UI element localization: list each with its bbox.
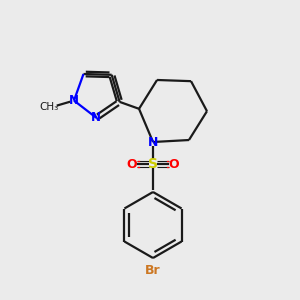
Text: O: O — [169, 158, 179, 170]
Text: S: S — [148, 157, 158, 171]
Text: O: O — [127, 158, 137, 170]
Text: Br: Br — [145, 263, 161, 277]
Text: CH₃: CH₃ — [39, 102, 59, 112]
Text: N: N — [148, 136, 158, 148]
Text: N: N — [91, 111, 101, 124]
Text: N: N — [69, 94, 79, 107]
